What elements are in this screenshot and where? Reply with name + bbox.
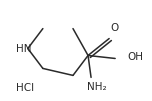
Text: HCl: HCl	[16, 83, 34, 93]
Text: HN: HN	[16, 44, 32, 54]
Text: NH₂: NH₂	[86, 82, 106, 92]
Text: O: O	[110, 23, 119, 33]
Text: OH: OH	[127, 52, 143, 62]
